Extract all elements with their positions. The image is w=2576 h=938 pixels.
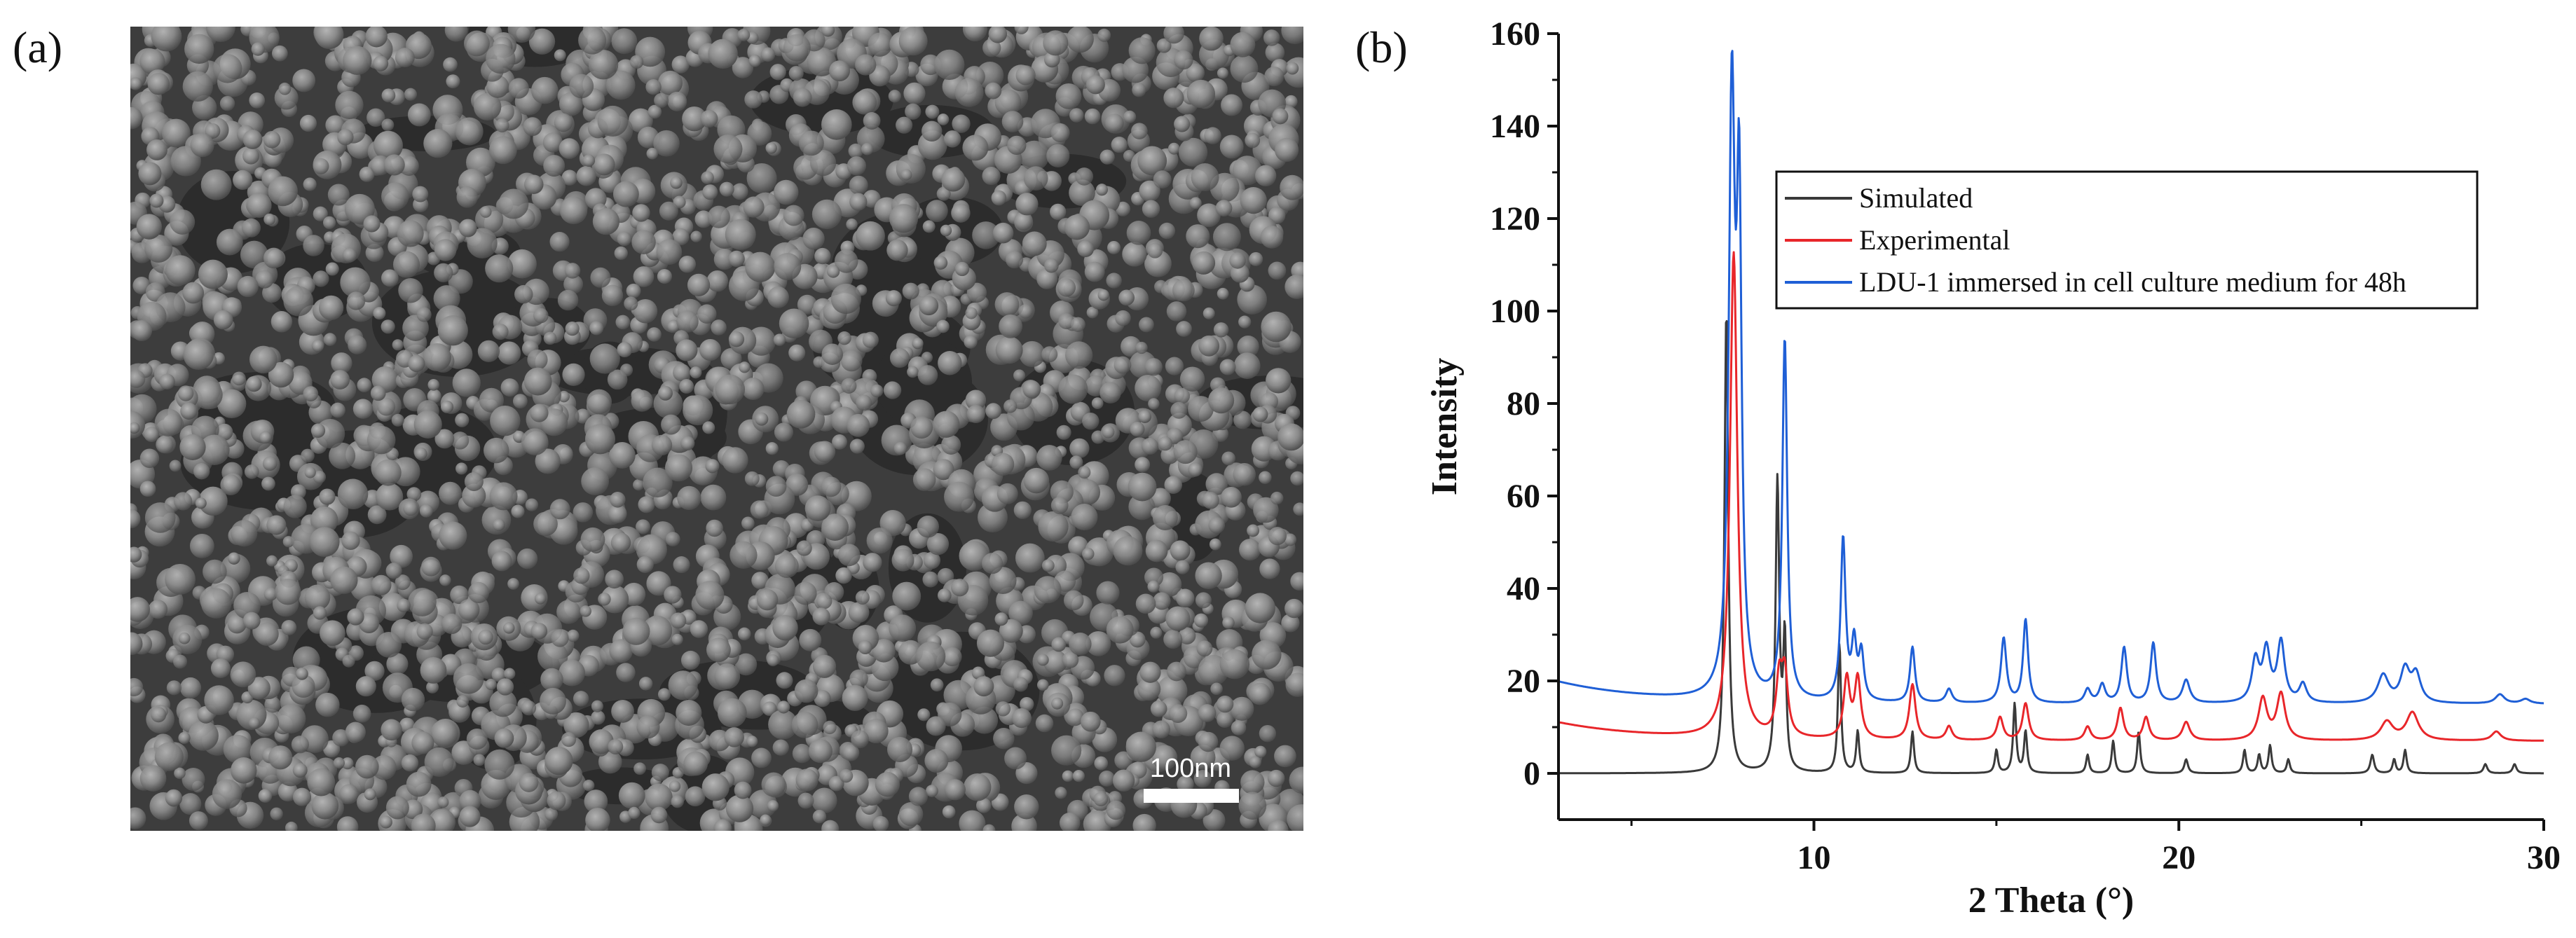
legend-label-3: LDU-1 immersed in cell culture medium fo… xyxy=(1859,266,2406,298)
y-tick-label: 100 xyxy=(1490,293,1540,330)
y-tick-label: 80 xyxy=(1507,385,1540,422)
y-tick-label: 60 xyxy=(1507,478,1540,515)
y-tick-label: 140 xyxy=(1490,108,1540,145)
series-line-3 xyxy=(1558,50,2544,705)
legend-label-1: Simulated xyxy=(1859,182,1973,214)
sem-micrograph: 100nm xyxy=(130,27,1303,831)
series-line-2 xyxy=(1558,251,2544,742)
y-tick-label: 120 xyxy=(1490,200,1540,237)
axes-layer xyxy=(1557,34,2544,821)
x-tick-label: 30 xyxy=(2527,839,2561,876)
scale-bar xyxy=(1144,789,1239,803)
x-axis-title: 2 Theta (°) xyxy=(1968,881,2135,920)
sem-texture xyxy=(130,27,1303,831)
panel-label-b: (b) xyxy=(1355,22,1408,72)
ticks-layer: 0 20 40 60 80 100 120 140 160 10 20 30 xyxy=(1490,15,2561,876)
panel-label-a: (a) xyxy=(13,22,63,72)
legend-box xyxy=(1775,170,2479,310)
y-axis-title: Intensity xyxy=(1425,358,1465,495)
scale-bar-label: 100nm xyxy=(1149,754,1232,783)
y-tick-label: 40 xyxy=(1507,570,1540,607)
series-layer xyxy=(1558,50,2544,775)
y-tick-label: 20 xyxy=(1507,663,1540,700)
series-line-1 xyxy=(1558,319,2544,775)
y-tick-label: 160 xyxy=(1490,15,1540,53)
x-tick-label: 10 xyxy=(1797,839,1831,876)
y-tick-label: 0 xyxy=(1523,755,1540,792)
legend-label-2: Experimental xyxy=(1859,224,2010,256)
x-tick-label: 20 xyxy=(2162,839,2195,876)
legend: Simulated Experimental LDU-1 immersed in c… xyxy=(1775,170,2479,310)
